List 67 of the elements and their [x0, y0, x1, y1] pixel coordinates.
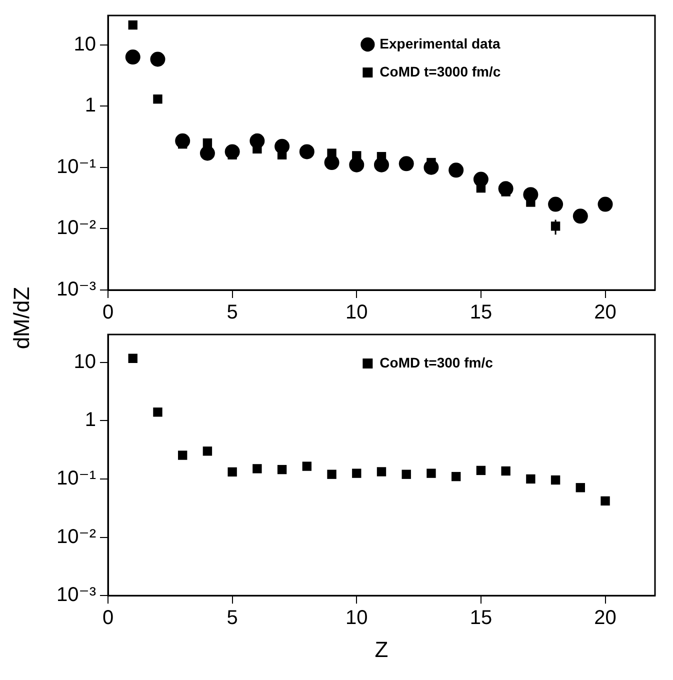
y-tick-label: 10 [74, 33, 96, 56]
point [424, 160, 439, 175]
point [548, 196, 564, 212]
y-tick-label: 1 [84, 409, 96, 432]
point [349, 157, 364, 172]
point [125, 50, 140, 65]
point [352, 468, 362, 478]
point [501, 466, 510, 476]
point [178, 450, 188, 460]
point [526, 474, 536, 484]
point [498, 181, 514, 196]
point [327, 470, 336, 479]
point [426, 468, 436, 478]
point [398, 156, 414, 172]
legend-label: CoMD t=300 fm/c [380, 354, 494, 370]
point [153, 94, 162, 104]
y-tick-label: 10⁻² [56, 217, 96, 240]
point [224, 144, 240, 160]
x-tick-label: 20 [594, 302, 616, 324]
point [252, 464, 262, 474]
point [128, 354, 138, 363]
point [250, 133, 265, 148]
point [175, 133, 190, 148]
point [473, 172, 488, 187]
point [324, 155, 340, 170]
point [523, 187, 538, 202]
x-tick-label: 5 [226, 302, 238, 324]
point [374, 157, 389, 172]
y-tick-label: 10⁻³ [56, 584, 96, 606]
y-tick-label: 1 [84, 94, 96, 117]
point [600, 496, 610, 506]
point [274, 138, 290, 154]
point [200, 146, 215, 161]
point [572, 208, 588, 224]
point [150, 52, 166, 67]
legend-label: Experimental data [380, 35, 500, 52]
x-tick-label: 20 [594, 607, 616, 630]
point [128, 20, 138, 30]
y-tick-label: 10⁻² [56, 526, 96, 548]
y-tick-label: 10 [74, 350, 96, 373]
point [376, 467, 386, 476]
point [202, 446, 212, 456]
y-tick-label: 10⁻³ [56, 278, 96, 301]
x-axis-title: Z [374, 636, 388, 662]
point [153, 408, 162, 417]
x-tick-label: 15 [470, 607, 492, 630]
point [476, 466, 486, 476]
x-tick-label: 15 [470, 302, 492, 324]
y-tick-label: 10⁻¹ [56, 156, 96, 178]
point [451, 472, 461, 482]
x-tick-label: 5 [226, 607, 238, 630]
point [299, 144, 314, 160]
point [576, 483, 586, 492]
point [228, 467, 237, 477]
point [302, 462, 312, 471]
y-tick-label: 10⁻¹ [56, 467, 96, 490]
x-tick-label: 0 [102, 302, 114, 324]
x-tick-label: 0 [102, 607, 114, 630]
point [550, 475, 560, 485]
point [277, 464, 287, 474]
point [448, 162, 464, 178]
legend-label: CoMD t=3000 fm/c [380, 63, 501, 80]
x-tick-label: 10 [346, 302, 368, 324]
x-tick-label: 10 [346, 607, 368, 630]
point [598, 196, 613, 212]
point [402, 470, 411, 479]
y-axis-title: dM/dZ [9, 286, 35, 350]
